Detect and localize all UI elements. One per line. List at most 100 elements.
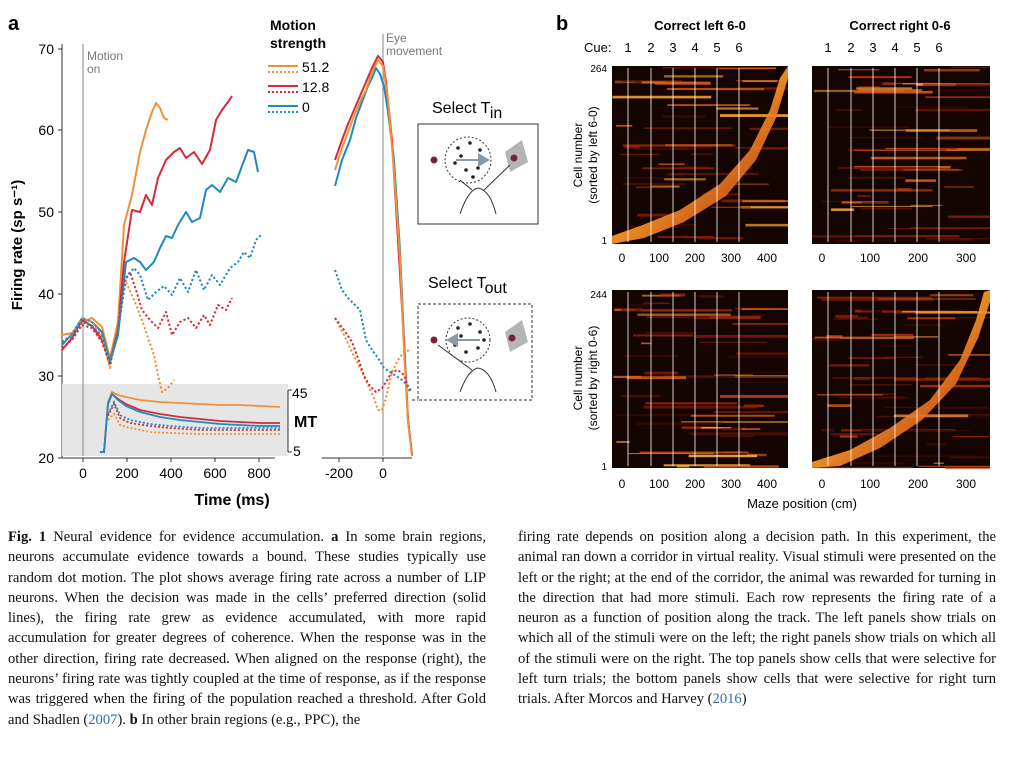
b-x-tick: 200	[908, 477, 928, 491]
col-title-left: Correct left 6-0	[654, 18, 746, 33]
y-tick-label: 40	[38, 286, 54, 302]
y-tick-label: 20	[38, 450, 54, 466]
bottom-ylabel-1: Cell number	[571, 346, 585, 411]
b-x-axis-label: Maze position (cm)	[747, 496, 857, 511]
caption-bold-a: a	[331, 529, 339, 545]
b-x-tick: 200	[908, 251, 928, 265]
mt-label: MT	[294, 414, 317, 431]
response-aligned-traces	[334, 55, 413, 457]
caption-right-column: firing rate depends on position along a …	[518, 527, 996, 710]
b-x-tick: 300	[956, 477, 976, 491]
b-x-tick: 100	[860, 477, 880, 491]
caption-left-tail: In other brain regions (e.g., PPC), the	[141, 711, 361, 728]
heatmap-bottom-right	[812, 290, 990, 470]
legend-title-1: Motion	[270, 17, 316, 33]
x-tick-label: 600	[203, 465, 227, 481]
caption-right-close: )	[741, 691, 747, 708]
cue-tick: 1	[624, 40, 631, 55]
caption-left-body: In some brain regions, neurons accumulat…	[8, 529, 486, 728]
legend-entry-51: 51.2	[302, 59, 329, 75]
cue-tick: 6	[935, 40, 942, 55]
cue-tick: 6	[735, 40, 742, 55]
b-x-tick: 100	[649, 251, 669, 265]
y-tick-label: 50	[38, 204, 54, 220]
b-xticks-top-left: 0 100 200 300 400	[619, 251, 778, 265]
x-tick-label: 200	[115, 465, 139, 481]
legend: Motion strength 51.2 12.8 0	[268, 17, 329, 115]
select-tin-schematic: Select Tin	[417, 100, 539, 225]
mt-tick-45: 45	[292, 385, 308, 401]
caption-ref-2007[interactable]: 2007	[88, 711, 118, 728]
cue-tick: 5	[913, 40, 920, 55]
x-axis-left: 0 200 400 600 800	[62, 457, 275, 481]
caption-left-close: ).	[117, 711, 126, 728]
b-x-tick: 300	[721, 477, 741, 491]
legend-entry-0: 0	[302, 99, 310, 115]
b-xticks-bottom-right: 0 100 200 300	[819, 477, 977, 491]
top-ymax: 264	[590, 64, 607, 75]
top-ylabel-2: (sorted by left 6-0)	[586, 106, 600, 203]
b-x-tick: 0	[819, 251, 826, 265]
motion-aligned-traces	[61, 95, 263, 393]
y-axis: 70 60 50 40 30 20 Firing rate (sp s⁻¹)	[9, 41, 63, 466]
select-tout-schematic: Select Tout	[417, 275, 533, 401]
caption-ref-2016[interactable]: 2016	[712, 691, 742, 708]
y-tick-label: 60	[38, 122, 54, 138]
cue-tick: 3	[869, 40, 876, 55]
eye-movement-text-1: Eye	[386, 31, 407, 45]
motion-on-text-2: on	[87, 62, 100, 76]
x-tick-label: -200	[325, 465, 353, 481]
b-xticks-bottom-left: 0 100 200 300 400	[619, 477, 778, 491]
y-tick-label: 70	[38, 41, 54, 57]
legend-entry-12: 12.8	[302, 79, 329, 95]
b-x-tick: 200	[685, 251, 705, 265]
cue-tick: 5	[713, 40, 720, 55]
caption-title: Neural evidence for evidence accumulatio…	[53, 529, 325, 545]
b-x-tick: 200	[685, 477, 705, 491]
eye-movement-text-2: movement	[386, 44, 443, 58]
b-x-tick: 100	[860, 251, 880, 265]
b-x-tick: 300	[721, 251, 741, 265]
bottom-ymin: 1	[601, 462, 607, 473]
select-tout-label: Select Tout	[428, 275, 507, 297]
cue-tick: 4	[691, 40, 698, 55]
b-x-tick: 400	[757, 251, 777, 265]
caption-right-body: firing rate depends on position along a …	[518, 529, 996, 708]
x-tick-label: 0	[379, 465, 387, 481]
y-tick-label: 30	[38, 368, 54, 384]
caption-left-column: Fig. 1 Neural evidence for evidence accu…	[8, 527, 486, 730]
x-tick-label: 0	[79, 465, 87, 481]
mt-tick-5: 5	[293, 443, 301, 459]
cue-label: Cue:	[584, 40, 611, 55]
heatmap-bottom-left	[612, 290, 788, 468]
b-x-tick: 400	[757, 477, 777, 491]
mt-traces	[100, 390, 281, 453]
cue-tick: 1	[824, 40, 831, 55]
b-x-tick: 0	[619, 477, 626, 491]
x-axis-right: -200 0	[322, 457, 412, 481]
b-x-tick: 100	[649, 477, 669, 491]
top-ymin: 1	[601, 236, 607, 247]
x-tick-label: 400	[159, 465, 183, 481]
caption-fig-label: Fig. 1	[8, 529, 47, 545]
motion-on-text-1: Motion	[87, 49, 123, 63]
y-axis-label: Firing rate (sp s⁻¹)	[9, 180, 26, 310]
legend-title-2: strength	[270, 35, 326, 51]
bottom-ylabel-2: (sorted by right 0-6)	[586, 326, 600, 431]
b-x-tick: 0	[619, 251, 626, 265]
cue-tick: 3	[669, 40, 676, 55]
cue-tick: 2	[647, 40, 654, 55]
panel-a-label: a	[8, 13, 20, 35]
cue-tick: 2	[847, 40, 854, 55]
heatmap-top-left	[612, 66, 788, 244]
top-ylabel-1: Cell number	[571, 123, 585, 188]
select-tin-label: Select Tin	[432, 100, 502, 122]
caption-bold-b: b	[129, 711, 138, 728]
b-x-tick: 0	[819, 477, 826, 491]
panel-b-label: b	[556, 13, 568, 35]
b-xticks-top-right: 0 100 200 300	[819, 251, 977, 265]
x-axis-label: Time (ms)	[194, 492, 269, 509]
heatmap-top-right	[812, 66, 990, 244]
